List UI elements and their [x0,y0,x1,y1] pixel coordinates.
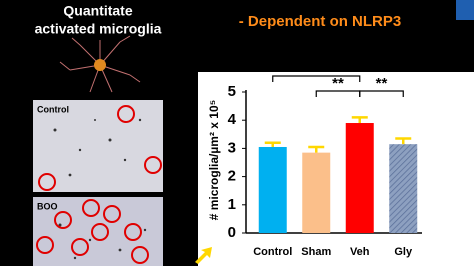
logo [456,0,474,20]
significance-label: ** [332,75,344,92]
y-tick-label: 5 [228,83,236,100]
x-tick-label: Control [253,246,292,258]
significance-label: ** [376,75,388,92]
arrow [195,247,212,264]
significance-bracket [272,75,361,82]
bar [302,152,331,233]
error-bar [264,141,281,147]
significance-bracket [359,90,404,97]
y-axis-label: # microglia/µm² x 10⁵ [207,100,221,221]
error-bar [351,116,368,124]
microglia-body [94,59,106,71]
microglia-drawing [59,35,141,93]
micrograph-specks [53,118,147,260]
error-bar [308,145,325,153]
y-tick-label: 0 [228,224,236,241]
heading-line: activated microglia [35,21,162,37]
micrograph [33,100,163,192]
x-tick-label: Veh [350,246,370,258]
x-tick-label: Gly [394,246,413,258]
panel-label: BOO [37,201,58,211]
y-tick-label: 2 [228,168,236,185]
significance-label: ** [310,60,322,77]
y-tick-label: 1 [228,196,236,213]
error-bar [395,137,412,145]
bar [389,144,418,233]
highlight-circles [36,105,162,264]
x-tick-label: Sham [301,246,331,258]
chart-title: - Dependent on NLRP3 [239,13,402,30]
y-tick-label: 4 [228,111,237,128]
y-tick-label: 3 [228,139,236,156]
bar [345,123,374,233]
chart-area [198,72,474,266]
heading-line: Quantitate [63,3,132,19]
bar [258,146,287,233]
panel-label: Control [37,104,69,114]
